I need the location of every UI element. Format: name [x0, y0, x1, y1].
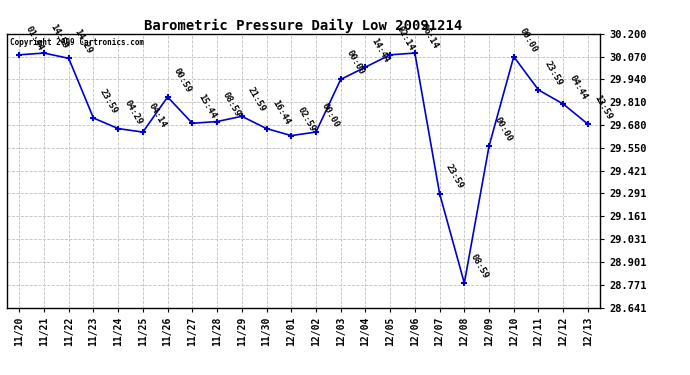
- Text: Copyright 2009 Cartronics.com: Copyright 2009 Cartronics.com: [10, 38, 144, 47]
- Text: 02:14: 02:14: [394, 24, 415, 52]
- Text: 00:00: 00:00: [345, 49, 366, 76]
- Text: 23:59: 23:59: [97, 87, 119, 115]
- Text: 08:59: 08:59: [469, 252, 490, 280]
- Text: 06:14: 06:14: [419, 22, 440, 50]
- Text: 16:44: 16:44: [270, 98, 292, 126]
- Text: 02:59: 02:59: [295, 105, 317, 133]
- Text: 04:44: 04:44: [567, 74, 589, 101]
- Text: 08:59: 08:59: [221, 91, 242, 119]
- Text: 13:59: 13:59: [592, 94, 613, 122]
- Text: 00:59: 00:59: [172, 66, 193, 94]
- Text: 00:00: 00:00: [493, 116, 515, 143]
- Title: Barometric Pressure Daily Low 20091214: Barometric Pressure Daily Low 20091214: [144, 18, 463, 33]
- Text: 14:44: 14:44: [370, 36, 391, 64]
- Text: 14:29: 14:29: [73, 28, 94, 56]
- Text: 23:59: 23:59: [444, 163, 465, 191]
- Text: 15:44: 15:44: [197, 93, 218, 120]
- Text: 00:00: 00:00: [320, 102, 342, 129]
- Text: 14:59: 14:59: [48, 22, 70, 50]
- Text: 04:14: 04:14: [147, 102, 168, 129]
- Text: 04:29: 04:29: [122, 98, 144, 126]
- Text: 01:44: 01:44: [23, 24, 45, 52]
- Text: 23:59: 23:59: [542, 59, 564, 87]
- Text: 00:00: 00:00: [518, 26, 539, 54]
- Text: 21:59: 21:59: [246, 86, 267, 114]
